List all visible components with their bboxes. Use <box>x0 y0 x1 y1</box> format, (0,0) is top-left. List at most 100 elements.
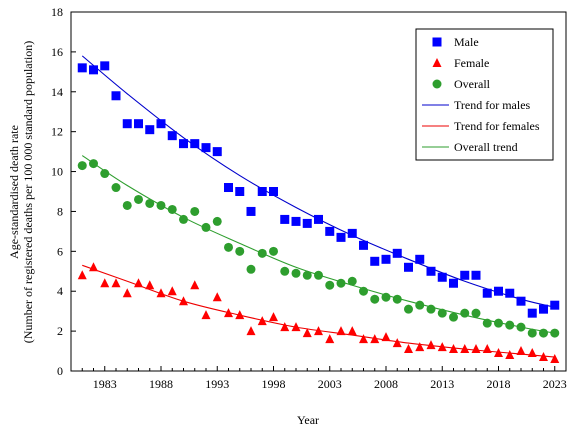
male-point <box>460 270 470 280</box>
female-point <box>246 326 256 336</box>
overall-point <box>111 183 121 193</box>
overall-point <box>404 304 413 314</box>
overall-point <box>77 161 87 171</box>
x-tick-label: 2013 <box>430 377 454 391</box>
legend-overall-marker <box>432 79 442 89</box>
male-point <box>246 206 256 216</box>
legend-male-marker <box>432 37 442 47</box>
y-axis-label-line-1: Age-standardised death rate <box>7 125 21 259</box>
male-point <box>89 65 98 75</box>
female-point <box>257 316 267 326</box>
y-tick-label: 18 <box>51 5 63 19</box>
overall-point <box>280 266 290 276</box>
female-point <box>77 270 87 280</box>
overall-point <box>179 214 188 224</box>
male-point <box>415 254 425 264</box>
x-tick-label: 1983 <box>93 377 117 391</box>
male-point <box>134 119 143 129</box>
female-point <box>111 278 121 288</box>
overall-point <box>392 294 402 304</box>
female-point <box>201 310 211 320</box>
overall-point <box>302 270 312 280</box>
overall-point <box>550 328 560 338</box>
female-point <box>404 344 413 354</box>
male-point <box>471 270 481 280</box>
female-point <box>89 262 98 272</box>
x-tick-label: 1993 <box>205 377 229 391</box>
female-point <box>100 278 110 288</box>
y-tick-label: 16 <box>51 45 63 59</box>
male-point <box>505 288 515 298</box>
female-point <box>415 342 425 352</box>
male-point <box>100 61 110 71</box>
overall-point <box>145 198 155 208</box>
x-tick-label: 2018 <box>487 377 511 391</box>
male-point <box>527 308 537 318</box>
male-point <box>190 139 200 149</box>
female-point <box>359 334 368 344</box>
overall-point <box>201 222 211 232</box>
legend-male-label: Male <box>454 35 479 49</box>
male-point <box>145 125 155 135</box>
male-point <box>426 266 436 276</box>
legend-female-label: Female <box>454 56 489 70</box>
male-point <box>449 278 458 288</box>
overall-point <box>505 320 515 330</box>
overall-point <box>494 318 503 328</box>
male-point <box>269 187 278 196</box>
overall-point <box>246 264 256 274</box>
overall-point <box>336 278 346 288</box>
female-point <box>179 296 188 306</box>
male-point <box>494 286 503 296</box>
y-tick-label: 6 <box>57 244 63 258</box>
female-point <box>471 344 481 354</box>
female-point <box>291 322 301 332</box>
female-point <box>516 346 526 356</box>
x-tick-label: 1998 <box>262 377 286 391</box>
male-point <box>122 119 132 129</box>
female-point <box>437 342 447 352</box>
overall-point <box>314 270 323 280</box>
legend-box <box>415 28 554 161</box>
male-point <box>381 254 391 264</box>
overall-point <box>460 308 470 318</box>
female-point <box>302 328 312 338</box>
male-point <box>280 214 290 224</box>
male-point <box>550 300 560 310</box>
female-point <box>134 278 143 288</box>
female-point <box>235 310 245 320</box>
overall-point <box>122 200 132 210</box>
female-point <box>212 292 222 302</box>
female-point <box>336 326 346 336</box>
male-point <box>111 91 121 101</box>
overall-point <box>370 294 380 304</box>
male-point <box>302 218 312 228</box>
female-point <box>325 334 335 344</box>
female-point <box>224 308 233 318</box>
overall-point <box>516 322 526 332</box>
male-point <box>212 147 222 157</box>
male-point <box>201 143 211 153</box>
male-point <box>325 226 335 236</box>
overall-point <box>134 194 143 204</box>
overall-point <box>167 204 177 214</box>
male-point <box>156 119 166 129</box>
y-tick-label: 12 <box>51 125 63 139</box>
male-point <box>392 248 402 258</box>
female-point <box>381 332 391 342</box>
female-point <box>190 280 200 290</box>
overall-point <box>325 280 335 290</box>
male-point <box>336 232 346 242</box>
y-tick-label: 10 <box>51 165 63 179</box>
legend-female-marker <box>432 58 442 67</box>
overall-point <box>426 304 436 314</box>
legend-trend-females-label: Trend for females <box>454 119 540 133</box>
overall-point <box>212 216 222 226</box>
y-tick-label: 2 <box>57 324 63 338</box>
female-point <box>550 354 560 364</box>
male-point <box>167 131 177 141</box>
female-point <box>347 326 357 336</box>
female-point <box>539 352 548 362</box>
x-tick-label: 2008 <box>374 377 398 391</box>
